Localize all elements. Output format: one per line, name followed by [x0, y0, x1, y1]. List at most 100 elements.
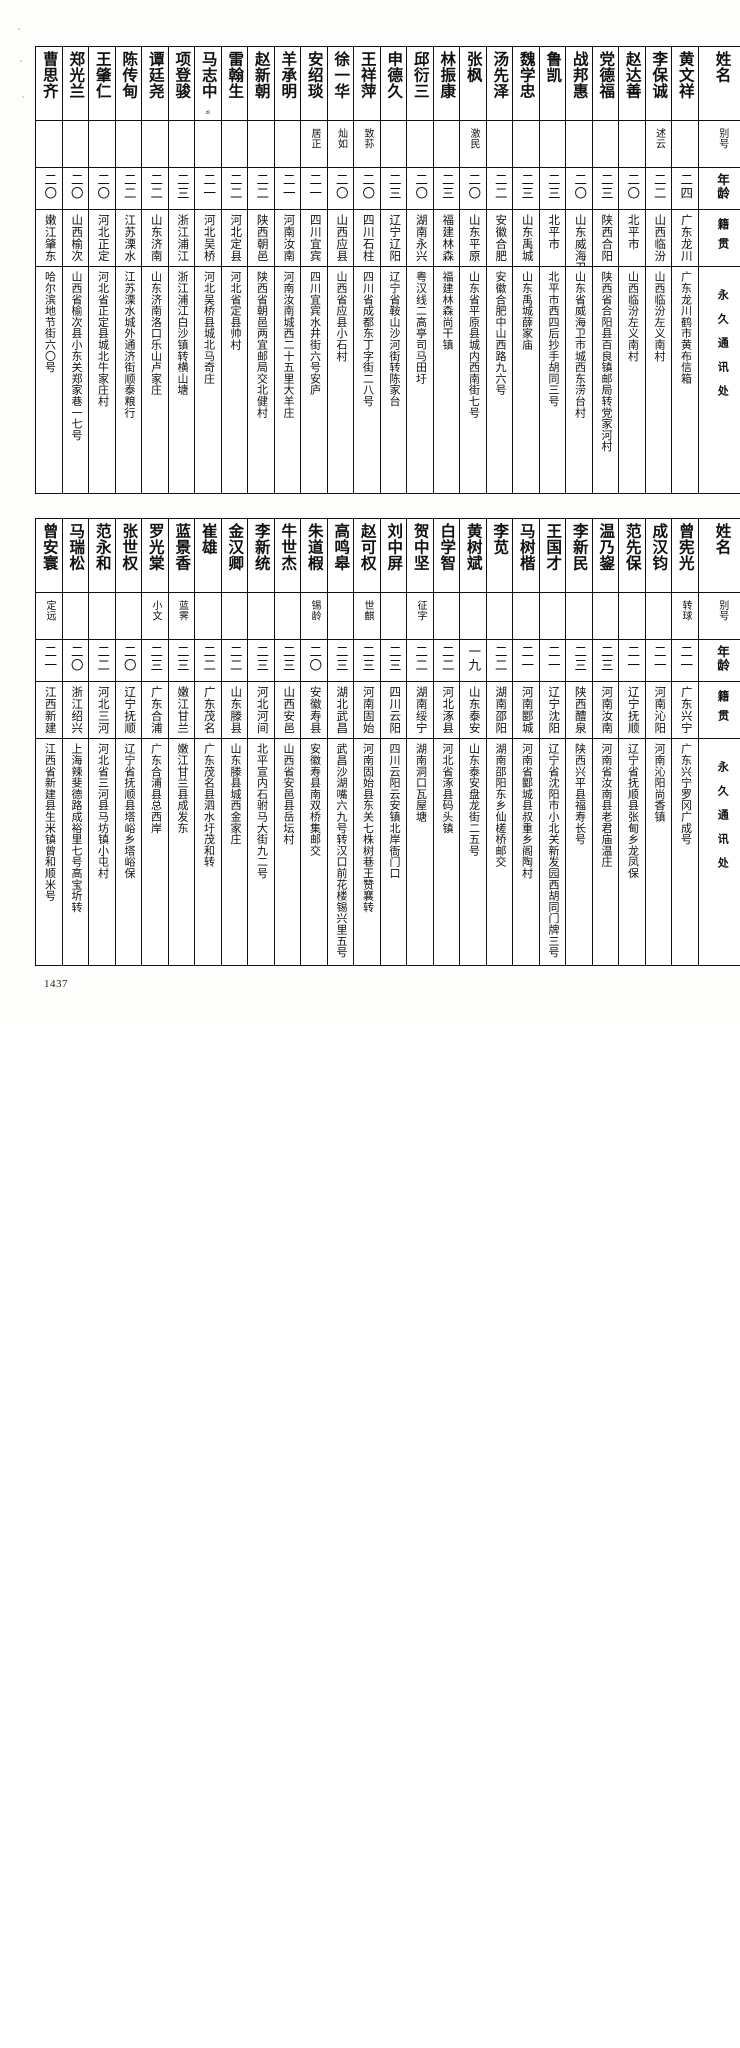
cell-native-place: 山东平原 [460, 210, 487, 267]
age-text: 二三 [360, 640, 373, 682]
age-text: 二〇 [625, 168, 638, 210]
cell-native-place: 广东合浦 [142, 682, 169, 739]
cell-native-place: 嫩江肇东 [36, 210, 63, 267]
cell-age: 二〇 [62, 168, 89, 210]
address-text: 四川宜宾水井街六号安庐 [308, 267, 319, 494]
cell-age: 二二 [142, 168, 169, 210]
cell-alias [513, 121, 540, 168]
cell-name: 李保诚 [645, 47, 672, 121]
cell-address: 河北省定县帅村 [221, 267, 248, 494]
alias-text: 激民 [468, 121, 478, 168]
age-text: 二二 [413, 640, 426, 682]
native-place-text: 湖南邵阳 [493, 682, 505, 739]
cell-address: 湖南邵阳东乡仙槎桥邮交 [486, 739, 513, 966]
native-place-text: 山东济南 [149, 210, 161, 267]
cell-native-place: 江西新建 [36, 682, 63, 739]
cell-address: 河南省汝南县老君庙温庄 [592, 739, 619, 966]
address-text: 山东济南洛口乐山卢家庄 [149, 267, 160, 494]
address-text: 山东禹城薛家庙 [520, 267, 531, 494]
native-place-text: 嫩江肇东 [43, 210, 55, 267]
cell-native-place: 湖南永兴 [407, 210, 434, 267]
row-alias: 定远小文蓝霁锡龄世麒征字转球别号 [36, 593, 740, 640]
cell-alias [115, 121, 142, 168]
cell-age: 二〇 [354, 168, 381, 210]
age-text: 二一 [307, 168, 320, 210]
row-header-label: 姓名 [713, 47, 729, 121]
cell-name: 贺中坚 [407, 519, 434, 593]
age-text: 二四 [678, 168, 691, 210]
cell-age: 二三 [168, 640, 195, 682]
name-text: 党德福 [597, 47, 613, 121]
name-text: 王肇仁 [94, 47, 110, 121]
cell-age: 二一 [274, 168, 301, 210]
row-age: 二〇二〇二〇二二二二二三二一二二二二二一二一二〇二〇二三二〇二三二〇二二二三二三… [36, 168, 740, 210]
cell-address: 山西临汾左义南村 [619, 267, 646, 494]
name-text: 温乃鋆 [597, 519, 613, 593]
address-text: 武昌沙湖嘴六九号转汉口前花楼锡兴里五号 [335, 739, 346, 966]
address-text: 北平宣内石驸马大街九二号 [255, 739, 266, 966]
cell-name: 林振康 [433, 47, 460, 121]
name-text: 马瑞松 [67, 519, 83, 593]
cell-address: 山西省应县小石村 [327, 267, 354, 494]
address-text: 四川省成都东丁字街二八号 [361, 267, 372, 494]
cell-name: 罗光棠 [142, 519, 169, 593]
cell-name: 范永和 [89, 519, 116, 593]
row-address: 江西省新建县生米镇曾和顺米号上海辣斐德路成裕里七号高宝圻转河北省三河县马坊镇小屯… [36, 739, 740, 966]
alias-text: 述云 [653, 121, 663, 168]
alias-text: 世麒 [362, 593, 372, 640]
age-text: 二一 [678, 640, 691, 682]
cell-name: 徐一华 [327, 47, 354, 121]
cell-age: 二四 [672, 168, 699, 210]
native-place-text: 福建林森 [440, 210, 452, 267]
address-text: 浙江浦江白沙镇转横山塘 [176, 267, 187, 494]
cell-alias [274, 121, 301, 168]
name-text: 谭廷尧 [147, 47, 163, 121]
cell-address: 河北省涿县码头镇 [433, 739, 460, 966]
cell-native-place: 江苏溧水 [115, 210, 142, 267]
cell-native-place: 山西安邑 [274, 682, 301, 739]
cell-address: 山东泰安盘龙街二五号 [460, 739, 487, 966]
cell-name: 朱道椵 [301, 519, 328, 593]
age-text: 二〇 [69, 168, 82, 210]
cell-alias [36, 121, 63, 168]
age-text: 二二 [228, 640, 241, 682]
native-place-text: 山东平原 [467, 210, 479, 267]
cell-address: 河南沁阳尚香镇 [645, 739, 672, 966]
scan-speckle [20, 60, 22, 62]
age-text: 二三 [572, 640, 585, 682]
cell-address: 山东滕县城西金家庄 [221, 739, 248, 966]
cell-age: 二二 [115, 168, 142, 210]
cell-address: 河北吴桥县城北马奇庄 [195, 267, 222, 494]
name-text: 郑光兰 [67, 47, 83, 121]
cell-native-place: 河南汝南 [274, 210, 301, 267]
address-text: 四川云阳云安镇北岸衙门口 [388, 739, 399, 966]
address-text: 河北省涿县码头镇 [441, 739, 452, 966]
row-address: 哈尔滨地节街六〇号山西省榆次县小东关郑家巷一七号河北省正定县城北牛家庄村江苏溧水… [36, 267, 740, 494]
cell-address: 湖南洞口瓦屋塘 [407, 739, 434, 966]
name-text: 金汉卿 [226, 519, 242, 593]
address-text: 河南汝南城西二十五里大羊庄 [282, 267, 293, 494]
address-text: 河北吴桥县城北马奇庄 [202, 267, 213, 494]
alias-text: 定远 [44, 593, 54, 640]
name-text: 黄文祥 [677, 47, 693, 121]
row-native-place: 江西新建浙江绍兴河北三河辽宁抚顺广东合浦嫩江甘兰广东茂名山东滕县河北河间山西安邑… [36, 682, 740, 739]
name-text: 黄树斌 [465, 519, 481, 593]
cell-address: 辽宁省沈阳市小北关新发园西胡同门牌三号 [539, 739, 566, 966]
cell-age: 二三 [433, 168, 460, 210]
cell-address: 陕西省朝邑两宜邮局交北健村 [248, 267, 275, 494]
cell-alias: 蓝霁 [168, 593, 195, 640]
cell-native-place: 山西临汾 [645, 210, 672, 267]
name-text: 曾安寰 [41, 519, 57, 593]
row-alias: 居正灿如致荪激民述云别号 [36, 121, 740, 168]
cell-age: 二〇 [566, 168, 593, 210]
name-text: 徐一华 [332, 47, 348, 121]
cell-address: 上海辣斐德路成裕里七号高宝圻转 [62, 739, 89, 966]
native-place-text: 河北涿县 [440, 682, 452, 739]
cell-name: 邱衍三 [407, 47, 434, 121]
cell-native-place: 湖南绥宁 [407, 682, 434, 739]
address-text: 河北省三河县马坊镇小屯村 [96, 739, 107, 966]
native-place-text: 四川云阳 [387, 682, 399, 739]
cell-name: 马树楷 [513, 519, 540, 593]
cell-address: 嫩江甘兰县成发东 [168, 739, 195, 966]
name-text: 申德久 [385, 47, 401, 121]
